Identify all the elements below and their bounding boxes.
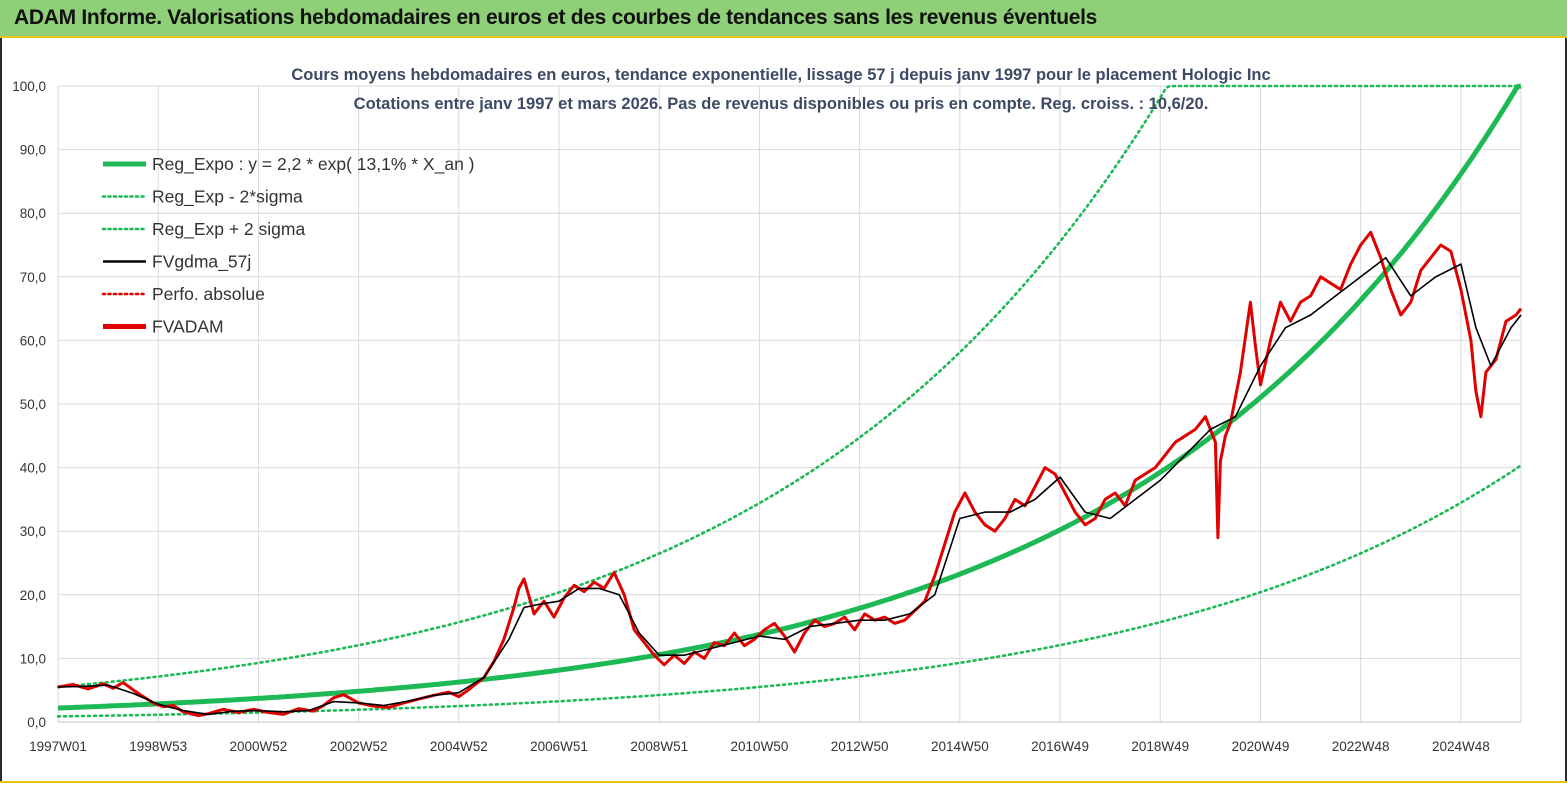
y-tick-label: 60,0 — [20, 333, 46, 348]
legend-label: FVgdma_57j — [152, 252, 251, 273]
series-layer — [56, 83, 1523, 718]
x-tick-label: 2004W52 — [430, 739, 488, 754]
x-tick-label: 2002W52 — [330, 739, 388, 754]
chart-frame: 0,0 10,0 20,0 30,0 40,0 50,0 60,0 70,0 80,0 90,0 1… — [0, 38, 1567, 783]
y-tick-label: 0,0 — [27, 715, 46, 730]
y-tick-label: 100,0 — [12, 79, 46, 94]
legend-label: Reg_Exp + 2 sigma — [152, 219, 305, 240]
x-tick-label: 2000W52 — [230, 739, 288, 754]
chart-title: Cours moyens hebdomadaires en euros, ten… — [291, 66, 1270, 84]
banner-title: ADAM Informe. Valorisations hebdomadaire… — [14, 6, 1098, 29]
y-tick-label: 80,0 — [20, 206, 46, 221]
x-tick-label: 2006W51 — [530, 739, 588, 754]
x-tick-label: 2024W48 — [1432, 739, 1490, 754]
x-tick-label: 2014W50 — [931, 739, 989, 754]
y-tick-label: 20,0 — [20, 588, 46, 603]
legend-label: Perfo. absolue — [152, 284, 265, 304]
x-tick-label: 1997W01 — [29, 739, 87, 754]
legend-label: Reg_Exp - 2*sigma — [152, 187, 303, 208]
x-tick-label: 2018W49 — [1131, 739, 1189, 754]
chart-subtitle: Cotations entre janv 1997 et mars 2026. … — [354, 95, 1209, 113]
x-tick-label: 2012W50 — [831, 739, 889, 754]
x-tick-label: 2016W49 — [1031, 739, 1089, 754]
fvgdma-57j-line — [57, 256, 1522, 716]
grid — [57, 85, 1522, 723]
legend-label: FVADAM — [152, 317, 224, 337]
bottom-border — [0, 781, 1567, 783]
line-chart: 0,0 10,0 20,0 30,0 40,0 50,0 60,0 70,0 80,0 90,0 1… — [12, 66, 1523, 754]
legend: Reg_Expo : y = 2,2 * exp( 13,1% * X_an )… — [101, 154, 475, 337]
y-tick-label: 30,0 — [20, 524, 46, 539]
reg-exp-plus-2sigma-line — [56, 84, 1523, 689]
banner: ADAM Informe. Valorisations hebdomadaire… — [0, 0, 1567, 38]
reg-expo-line — [57, 83, 1522, 711]
y-tick-label: 40,0 — [20, 461, 46, 476]
y-tick-label: 10,0 — [20, 651, 46, 666]
legend-label: Reg_Expo : y = 2,2 * exp( 13,1% * X_an ) — [152, 154, 475, 175]
y-tick-label: 90,0 — [20, 143, 46, 158]
x-tick-label: 1998W53 — [129, 739, 187, 754]
y-tick-label: 50,0 — [20, 397, 46, 412]
reg-exp-minus-2sigma-line — [56, 464, 1523, 718]
fvadam-line — [57, 230, 1523, 718]
axes: 0,0 10,0 20,0 30,0 40,0 50,0 60,0 70,0 80,0 90,0 1… — [12, 79, 1521, 754]
x-tick-label: 2022W48 — [1332, 739, 1390, 754]
y-tick-label: 70,0 — [20, 270, 46, 285]
right-border — [1565, 38, 1567, 783]
left-border — [0, 38, 2, 783]
x-tick-label: 2020W49 — [1232, 739, 1290, 754]
x-tick-label: 2008W51 — [630, 739, 688, 754]
x-tick-label: 2010W50 — [731, 739, 789, 754]
